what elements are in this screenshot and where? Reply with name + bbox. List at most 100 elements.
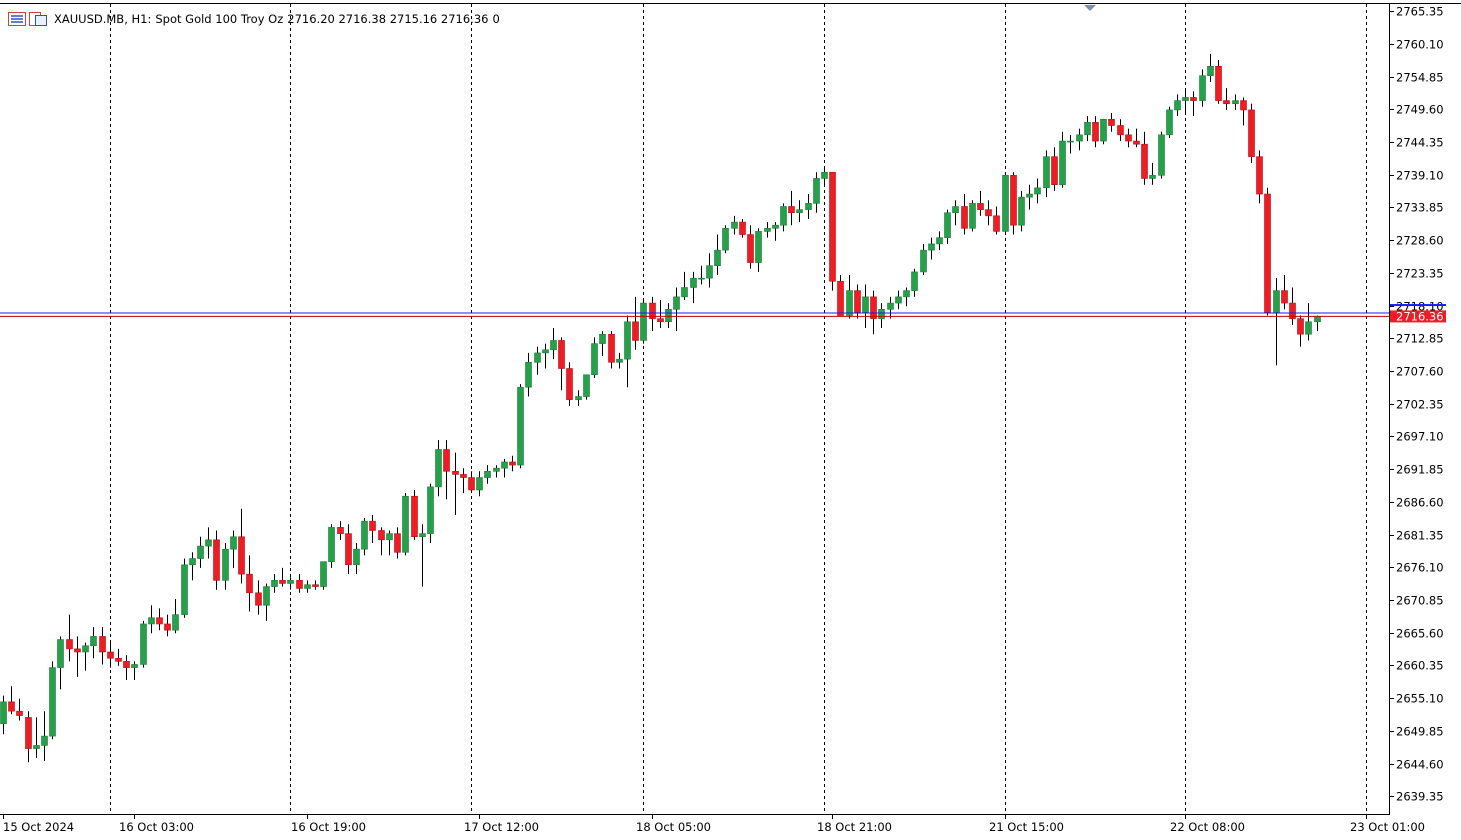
bear-candle <box>394 533 401 553</box>
bull-candle <box>1158 134 1165 176</box>
bull-candle <box>1034 187 1041 195</box>
bear-candle <box>739 221 746 235</box>
bull-candle <box>181 564 188 615</box>
bull-candle <box>172 614 179 631</box>
bear-candle <box>1223 100 1230 104</box>
bull-candle <box>764 228 771 232</box>
bull-candle <box>846 290 853 316</box>
bear-candle <box>1190 97 1197 101</box>
price-tick-label: 2765.35 <box>1396 5 1444 19</box>
bull-candle <box>484 471 491 478</box>
time-tick-label: 23 Oct 01:00 <box>1350 820 1425 834</box>
bull-candle <box>821 171 828 179</box>
bear-candle <box>870 296 877 319</box>
bull-candle <box>1100 118 1107 142</box>
bear-candle <box>1125 134 1132 142</box>
bear-candle <box>1117 125 1124 136</box>
price-axis[interactable]: 2765.35 2760.10 2754.85 2749.60 2744.35 2739.… <box>1389 5 1444 804</box>
bull-candle <box>1059 140 1066 185</box>
price-tick-label: 2655.10 <box>1396 692 1444 706</box>
bull-candle <box>263 586 270 606</box>
bear-candle <box>985 209 992 217</box>
bull-candle <box>780 206 787 226</box>
price-tick-label: 2644.60 <box>1396 758 1444 772</box>
bull-candle <box>427 486 434 534</box>
price-tick-label: 2670.85 <box>1396 594 1444 608</box>
bear-candle <box>345 533 352 566</box>
price-tick-label: 2702.35 <box>1396 398 1444 412</box>
bear-candle <box>788 206 795 214</box>
time-tick-label: 16 Oct 19:00 <box>291 820 366 834</box>
current-price-label-bg <box>1390 310 1446 323</box>
bear-candle <box>1256 156 1263 195</box>
bear-candle <box>296 580 303 589</box>
bear-candle <box>1297 318 1304 335</box>
time-tick-label: 15 Oct 2024 <box>3 820 74 834</box>
bull-candle <box>944 212 951 238</box>
bull-candle <box>328 527 335 562</box>
bear-candle <box>8 701 15 712</box>
bull-candle <box>796 209 803 214</box>
bear-candle <box>1264 193 1271 313</box>
menu-list-icon[interactable] <box>8 12 26 26</box>
window-icon[interactable] <box>29 12 47 26</box>
bear-candle <box>961 206 968 229</box>
bull-candle <box>90 636 97 647</box>
price-tick-label: 2712.85 <box>1396 332 1444 346</box>
bear-candle <box>156 617 163 625</box>
bull-candle <box>361 520 368 550</box>
bear-candle <box>1289 302 1296 319</box>
bear-candle <box>74 648 81 653</box>
bear-candle <box>632 321 639 341</box>
plot-area[interactable] <box>0 3 1461 816</box>
bull-candle <box>722 228 729 251</box>
bear-candle <box>657 318 664 323</box>
bear-candle <box>854 290 861 313</box>
bull-candle <box>353 548 360 566</box>
bull-candle <box>591 343 598 376</box>
bear-candle <box>66 639 73 650</box>
bull-candle <box>772 224 779 229</box>
bear-candle <box>16 710 23 716</box>
bull-candle <box>575 396 582 400</box>
bull-candle <box>911 271 918 291</box>
bull-candle <box>895 296 902 304</box>
bear-candle <box>747 234 754 263</box>
bid-price-marker <box>1390 304 1446 307</box>
bull-candle <box>1166 109 1173 136</box>
bull-candle <box>1232 100 1239 104</box>
time-tick-label: 16 Oct 03:00 <box>119 820 194 834</box>
bear-candle <box>1215 66 1222 101</box>
price-tick-label: 2723.35 <box>1396 267 1444 281</box>
bull-candle <box>542 349 549 354</box>
chart-shift-marker[interactable] <box>1084 5 1096 11</box>
bear-candle <box>566 368 573 400</box>
bull-candle <box>205 539 212 547</box>
bull-candle <box>287 580 294 584</box>
bear-candle <box>411 495 418 538</box>
bull-candle <box>1149 175 1156 179</box>
bull-candle <box>1314 316 1321 323</box>
bear-candle <box>977 203 984 210</box>
plot-background[interactable] <box>0 4 1389 814</box>
price-tick-label: 2676.10 <box>1396 561 1444 575</box>
bull-candle <box>1076 134 1083 142</box>
bull-candle <box>1026 193 1033 198</box>
time-axis[interactable]: 15 Oct 2024 16 Oct 03:00 16 Oct 19:00 17 Oc… <box>3 814 1461 834</box>
bull-candle <box>57 639 64 668</box>
bear-candle <box>312 584 319 587</box>
bear-candle <box>452 471 459 475</box>
bull-candle <box>624 321 631 360</box>
price-tick-label: 2660.35 <box>1396 659 1444 673</box>
bear-candle <box>115 657 122 662</box>
price-tick-label: 2681.35 <box>1396 529 1444 543</box>
price-tick-label: 2639.35 <box>1396 790 1444 804</box>
bull-candle <box>755 231 762 263</box>
bull-candle <box>1174 100 1181 111</box>
price-tick-label: 2686.60 <box>1396 496 1444 510</box>
bull-candle <box>673 296 680 310</box>
price-tick-label: 2760.10 <box>1396 38 1444 52</box>
bull-candle <box>1043 156 1050 189</box>
bull-candle <box>493 467 500 472</box>
